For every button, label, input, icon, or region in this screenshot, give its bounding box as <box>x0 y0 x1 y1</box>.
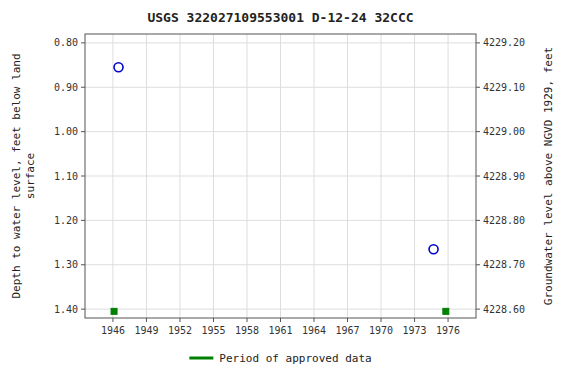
y2-tick <box>476 176 480 177</box>
x-tick <box>213 318 214 322</box>
y2-tick <box>476 131 480 132</box>
legend-item: Period of approved data <box>189 352 371 365</box>
y-tick <box>81 131 85 132</box>
y-tick <box>81 309 85 310</box>
x-tick <box>314 318 315 322</box>
y-tick <box>81 176 85 177</box>
x-tick <box>414 318 415 322</box>
y-grid-line <box>85 264 476 265</box>
chart: 1946 1949 1952 1955 1958 1961 1964 1967 1970 1973… <box>0 0 576 384</box>
y2-axis-label: Groundwater level above NGVD 1929, feet <box>542 47 555 305</box>
x-tick <box>381 318 382 322</box>
y-tick <box>81 264 85 265</box>
y2-tick <box>476 264 480 265</box>
x-tick <box>280 318 281 322</box>
y2-tick <box>476 87 480 88</box>
x-tick <box>179 318 180 322</box>
y-tick-label: 1.00 <box>54 126 78 137</box>
y-tick-label: 1.20 <box>54 215 78 226</box>
x-tick <box>112 318 113 322</box>
y-grid-line <box>85 309 476 310</box>
data <box>111 63 449 315</box>
y-grid-line <box>85 220 476 221</box>
y-tick <box>81 42 85 43</box>
y-grid-line <box>85 131 476 132</box>
y-tick <box>81 220 85 221</box>
y2-tick-label: 4228.70 <box>483 259 525 270</box>
y-tick <box>81 87 85 88</box>
x-tick-label: 1973 <box>403 325 427 336</box>
y2-tick-label: 4228.60 <box>483 304 525 315</box>
y-axis-label-line: surface <box>24 153 37 199</box>
x-tick-label: 1976 <box>436 325 460 336</box>
y-grid-line <box>85 87 476 88</box>
y-tick-label: 1.30 <box>54 259 78 270</box>
y2-tick-label: 4228.80 <box>483 215 525 226</box>
square-point <box>111 308 117 314</box>
grid <box>85 34 476 318</box>
y-grid-line <box>85 42 476 43</box>
y-axis-label: Depth to water level, feet below landsur… <box>10 53 37 298</box>
x-tick-label: 1970 <box>369 325 393 336</box>
y-axis-label-line: Depth to water level, feet below land <box>10 53 23 298</box>
y2-tick <box>476 309 480 310</box>
x-tick-label: 1952 <box>168 325 192 336</box>
x-tick-label: 1949 <box>134 325 158 336</box>
legend-swatch <box>189 357 213 360</box>
plot-frame <box>85 34 476 318</box>
open-circle-point <box>429 245 438 254</box>
y2-tick-label: 4229.10 <box>483 82 525 93</box>
x-tick <box>246 318 247 322</box>
square-point <box>443 308 449 314</box>
series <box>111 308 449 314</box>
ticks: 1946 1949 1952 1955 1958 1961 1964 1967 1970 1973… <box>54 37 525 336</box>
x-tick-label: 1964 <box>302 325 326 336</box>
y2-tick <box>476 42 480 43</box>
x-tick-label: 1961 <box>268 325 292 336</box>
y-tick-label: 1.10 <box>54 171 78 182</box>
x-tick-label: 1955 <box>201 325 225 336</box>
open-circle-point <box>114 63 123 72</box>
x-tick-label: 1958 <box>235 325 259 336</box>
y2-tick-label: 4229.20 <box>483 37 525 48</box>
title: USGS 322027109553001 D-12-24 32CCC <box>147 10 413 25</box>
x-tick <box>347 318 348 322</box>
series <box>114 63 438 254</box>
x-tick <box>448 318 449 322</box>
x-tick-label: 1967 <box>335 325 359 336</box>
x-tick <box>146 318 147 322</box>
y2-tick-label: 4229.00 <box>483 126 525 137</box>
legend-label: Period of approved data <box>219 352 371 365</box>
legend: Period of approved data <box>189 352 371 365</box>
y2-tick <box>476 220 480 221</box>
y-tick-label: 0.90 <box>54 82 78 93</box>
y-tick-label: 0.80 <box>54 37 78 48</box>
background <box>0 0 576 384</box>
y-grid-line <box>85 176 476 177</box>
y2-tick-label: 4228.90 <box>483 171 525 182</box>
x-tick-label: 1946 <box>101 325 125 336</box>
y-tick-label: 1.40 <box>54 304 78 315</box>
